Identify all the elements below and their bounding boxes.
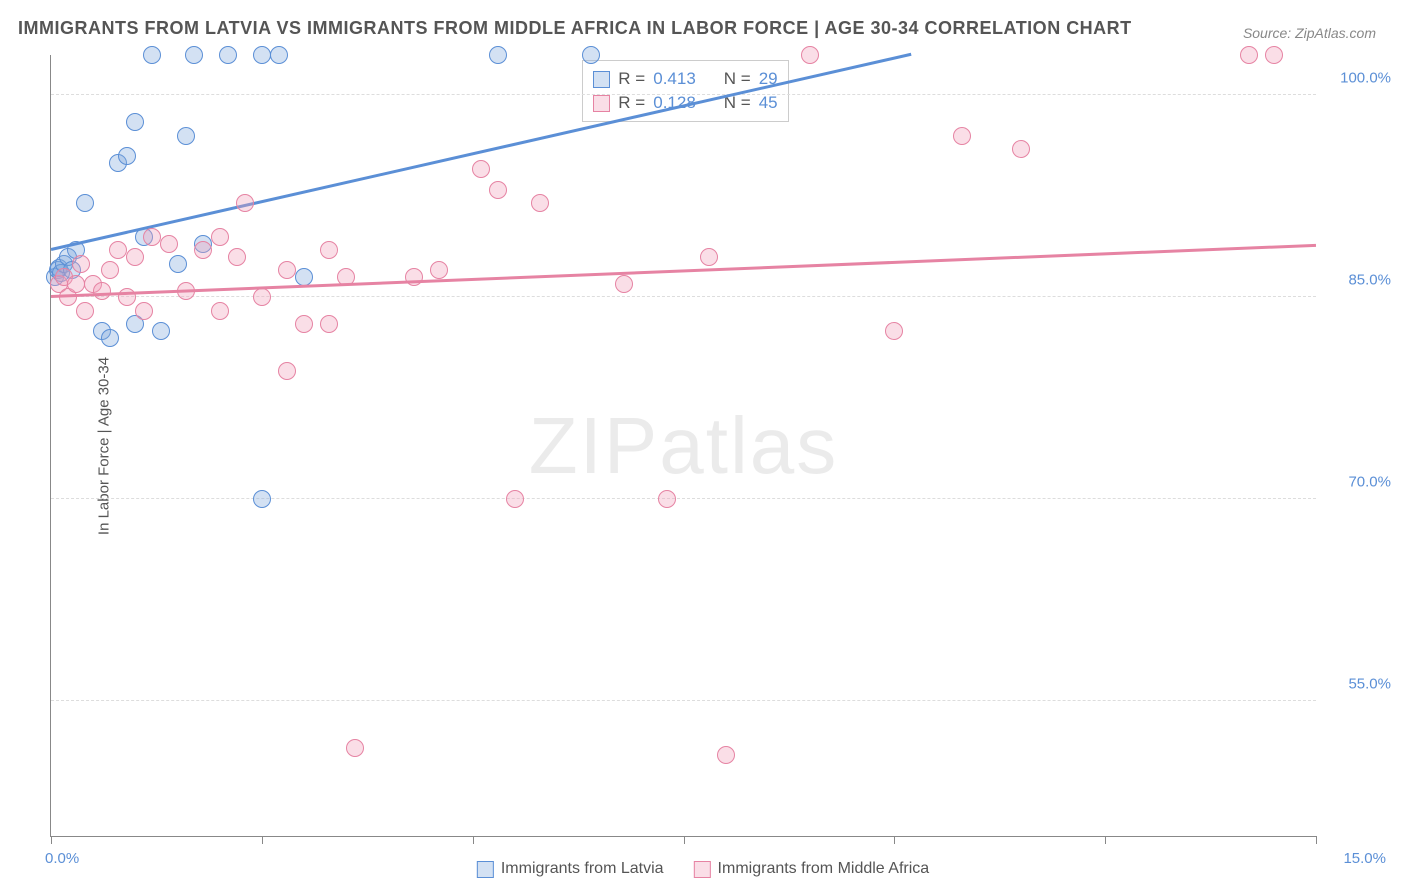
data-point — [143, 228, 161, 246]
data-point — [109, 241, 127, 259]
data-point — [700, 248, 718, 266]
y-tick-label: 70.0% — [1348, 474, 1391, 491]
gridline — [51, 498, 1316, 499]
data-point — [253, 288, 271, 306]
legend-item: Immigrants from Latvia — [477, 860, 664, 878]
data-point — [405, 268, 423, 286]
plot-area: ZIPatlas R = 0.413N = 29R = 0.128N = 45 … — [50, 55, 1316, 837]
legend-label: Immigrants from Latvia — [501, 860, 664, 878]
data-point — [169, 255, 187, 273]
x-tick — [1316, 836, 1317, 844]
series-swatch — [593, 95, 610, 112]
plot-container: ZIPatlas R = 0.413N = 29R = 0.128N = 45 … — [50, 55, 1316, 837]
data-point — [1265, 46, 1283, 64]
data-point — [615, 275, 633, 293]
correlation-stats-box: R = 0.413N = 29R = 0.128N = 45 — [582, 60, 788, 122]
x-tick — [262, 836, 263, 844]
data-point — [801, 46, 819, 64]
legend-item: Immigrants from Middle Africa — [694, 860, 930, 878]
gridline — [51, 700, 1316, 701]
data-point — [211, 228, 229, 246]
trend-line — [51, 53, 912, 251]
data-point — [531, 194, 549, 212]
data-point — [295, 315, 313, 333]
data-point — [219, 46, 237, 64]
r-label: R = — [618, 93, 645, 113]
data-point — [135, 302, 153, 320]
x-tick — [894, 836, 895, 844]
data-point — [658, 490, 676, 508]
data-point — [76, 194, 94, 212]
x-axis-min-label: 0.0% — [45, 850, 79, 867]
data-point — [67, 275, 85, 293]
data-point — [185, 46, 203, 64]
data-point — [126, 248, 144, 266]
data-point — [143, 46, 161, 64]
data-point — [194, 241, 212, 259]
x-tick — [473, 836, 474, 844]
legend-swatch — [477, 861, 494, 878]
data-point — [177, 127, 195, 145]
y-tick-label: 55.0% — [1348, 676, 1391, 693]
data-point — [101, 261, 119, 279]
data-point — [93, 282, 111, 300]
data-point — [228, 248, 246, 266]
data-point — [717, 746, 735, 764]
gridline — [51, 94, 1316, 95]
data-point — [253, 46, 271, 64]
data-point — [118, 147, 136, 165]
data-point — [489, 181, 507, 199]
chart-title: IMMIGRANTS FROM LATVIA VS IMMIGRANTS FRO… — [18, 18, 1132, 39]
data-point — [211, 302, 229, 320]
y-tick-label: 85.0% — [1348, 272, 1391, 289]
n-value: 45 — [759, 93, 778, 113]
x-axis-max-label: 15.0% — [1343, 850, 1386, 867]
data-point — [160, 235, 178, 253]
data-point — [489, 46, 507, 64]
legend-swatch — [694, 861, 711, 878]
x-tick — [1105, 836, 1106, 844]
data-point — [1012, 140, 1030, 158]
data-point — [320, 315, 338, 333]
data-point — [430, 261, 448, 279]
data-point — [72, 255, 90, 273]
x-tick — [684, 836, 685, 844]
data-point — [278, 261, 296, 279]
n-label: N = — [724, 69, 751, 89]
y-tick-label: 100.0% — [1340, 70, 1391, 87]
data-point — [885, 322, 903, 340]
r-label: R = — [618, 69, 645, 89]
data-point — [253, 490, 271, 508]
data-point — [152, 322, 170, 340]
series-swatch — [593, 71, 610, 88]
x-tick — [51, 836, 52, 844]
data-point — [236, 194, 254, 212]
data-point — [346, 739, 364, 757]
data-point — [472, 160, 490, 178]
r-value: 0.413 — [653, 69, 696, 89]
data-point — [270, 46, 288, 64]
stats-row: R = 0.413N = 29 — [593, 67, 777, 91]
data-point — [126, 113, 144, 131]
source-label: Source: ZipAtlas.com — [1243, 25, 1376, 41]
data-point — [101, 329, 119, 347]
data-point — [582, 46, 600, 64]
legend: Immigrants from Latvia Immigrants from Mi… — [477, 860, 929, 878]
data-point — [1240, 46, 1258, 64]
gridline — [51, 296, 1316, 297]
watermark: ZIPatlas — [529, 400, 838, 492]
data-point — [506, 490, 524, 508]
data-point — [953, 127, 971, 145]
data-point — [320, 241, 338, 259]
data-point — [76, 302, 94, 320]
data-point — [278, 362, 296, 380]
legend-label: Immigrants from Middle Africa — [718, 860, 930, 878]
